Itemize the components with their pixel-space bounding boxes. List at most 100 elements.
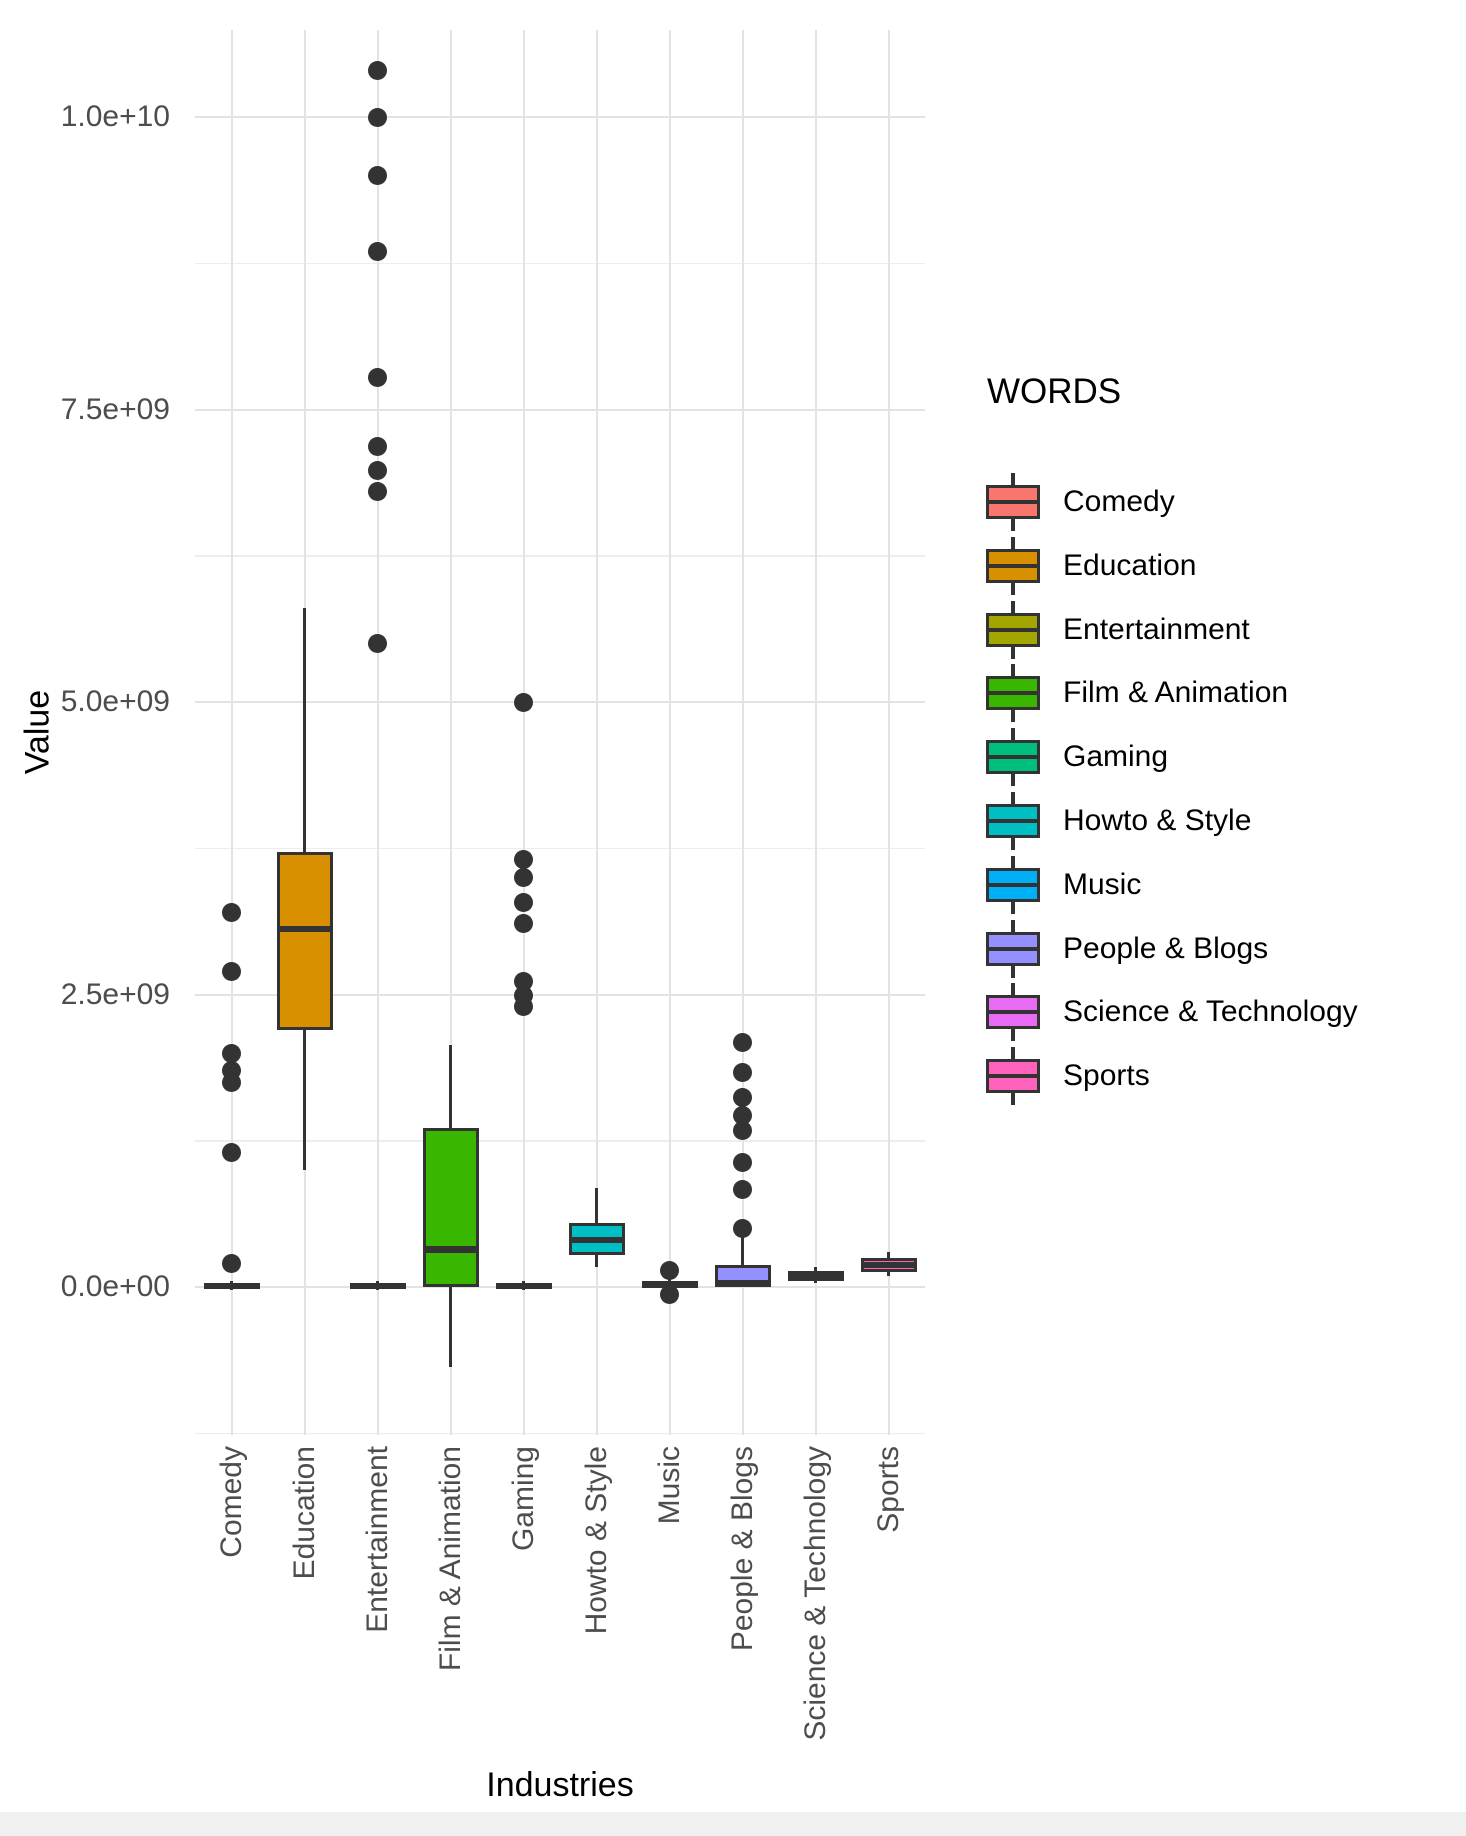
whisker-science-technology xyxy=(813,1281,818,1284)
gridline-vertical xyxy=(814,30,817,1435)
legend-item-entertainment: Entertainment xyxy=(985,600,1250,660)
gridline-vertical xyxy=(595,30,598,1435)
outlier-dot-gaming xyxy=(514,913,533,933)
gridline-vertical xyxy=(230,30,233,1435)
gridline-major xyxy=(195,993,925,996)
legend-key-boxplot-icon xyxy=(985,792,1041,850)
outlier-dot-entertainment xyxy=(368,242,387,262)
gridline-minor xyxy=(195,1432,925,1434)
outlier-dot-people-blogs xyxy=(733,1032,752,1052)
x-tick-label-howto-style: Howto & Style xyxy=(579,1446,613,1635)
legend-key-median-line xyxy=(986,500,1040,504)
legend-key-boxplot-icon xyxy=(985,473,1041,531)
outlier-dot-comedy xyxy=(222,1043,241,1063)
legend-key-median-line xyxy=(986,627,1040,632)
x-tick-label-education: Education xyxy=(287,1446,321,1580)
gridline-minor xyxy=(195,262,925,264)
y-tick-label-3: 2.5e+09 xyxy=(60,977,170,1011)
outlier-dot-comedy xyxy=(222,903,241,923)
x-tick-label-sports: Sports xyxy=(871,1446,905,1533)
x-tick-label-science-technology: Science & Technology xyxy=(798,1446,832,1741)
outlier-dot-comedy xyxy=(222,1254,241,1274)
y-tick-label-2: 5.0e+09 xyxy=(60,685,170,718)
outlier-dot-gaming xyxy=(514,986,533,1006)
gridline-vertical xyxy=(668,30,671,1435)
outlier-dot-gaming xyxy=(514,892,533,912)
whisker-education xyxy=(302,608,307,852)
gridline-major xyxy=(195,701,925,703)
median-education xyxy=(276,925,333,933)
median-film-animation xyxy=(422,1246,479,1253)
gridline-vertical xyxy=(376,30,379,1435)
legend-items: Comedy Education Entertainment Film & Anima… xyxy=(985,438,1358,1140)
whisker-film-animation xyxy=(448,1287,453,1367)
whisker-education xyxy=(302,1029,307,1170)
outlier-dot-people-blogs xyxy=(733,1120,752,1140)
legend-item-film-animation: Film & Animation xyxy=(985,663,1288,723)
legend-key-median-line xyxy=(986,946,1040,951)
median-howto-style xyxy=(568,1236,625,1244)
plot-panel xyxy=(195,30,925,1435)
box-film-animation xyxy=(422,1127,479,1287)
legend-key-median-line xyxy=(986,1010,1040,1015)
x-tick-label-film-animation: Film & Animation xyxy=(433,1446,467,1672)
outlier-dot-people-blogs xyxy=(733,1063,752,1083)
legend-item-science-technology: Science & Technology xyxy=(985,982,1358,1042)
gridline-minor xyxy=(195,1140,925,1142)
whisker-sports xyxy=(886,1271,891,1277)
legend-key-median-line xyxy=(986,819,1040,823)
legend-key-boxplot-icon xyxy=(985,600,1041,659)
legend-title: WORDS xyxy=(987,372,1122,411)
median-gaming xyxy=(495,1282,552,1290)
outlier-dot-entertainment xyxy=(368,437,387,457)
outlier-dot-entertainment xyxy=(368,107,387,127)
outlier-dot-comedy xyxy=(222,961,241,981)
legend-item-sports: Sports xyxy=(985,1046,1150,1106)
y-tick-label-4: 0.0e+00 xyxy=(60,1270,170,1303)
x-tick-label-music: Music xyxy=(652,1446,686,1525)
legend-item-gaming: Gaming xyxy=(985,727,1168,787)
legend-item-label: Gaming xyxy=(1063,740,1169,774)
gridline-vertical xyxy=(449,30,452,1435)
legend-item-howto-style: Howto & Style xyxy=(985,791,1251,851)
legend-item-label: Howto & Style xyxy=(1063,804,1252,837)
median-sports xyxy=(860,1261,917,1269)
whisker-howto-style xyxy=(594,1187,599,1223)
legend-key-boxplot-icon xyxy=(985,1047,1041,1106)
y-tick-label-1: 7.5e+09 xyxy=(60,392,170,426)
whisker-sports xyxy=(886,1251,891,1258)
outlier-dot-entertainment xyxy=(368,368,387,388)
gridline-minor xyxy=(195,847,925,849)
legend-key-boxplot-icon xyxy=(985,855,1041,914)
gridline-major xyxy=(195,116,925,118)
legend-item-label: Comedy xyxy=(1063,485,1175,518)
legend-item-comedy: Comedy xyxy=(985,472,1175,532)
legend-item-label: Education xyxy=(1063,548,1197,582)
outlier-dot-gaming xyxy=(514,972,533,992)
whisker-science-technology xyxy=(813,1267,818,1271)
median-people-blogs xyxy=(714,1280,771,1287)
gridline-minor xyxy=(195,555,925,557)
legend-key-median-line xyxy=(986,755,1040,760)
legend-item-label: Music xyxy=(1063,867,1142,901)
outlier-dot-people-blogs xyxy=(733,1087,752,1107)
gridline-vertical xyxy=(522,30,525,1435)
outlier-dot-entertainment xyxy=(368,481,387,501)
bottom-scrollbar xyxy=(0,1812,1466,1836)
legend: WORDS Comedy Education Entertainment Film &… xyxy=(985,372,1358,1140)
x-tick-label-gaming: Gaming xyxy=(506,1446,540,1552)
median-comedy xyxy=(203,1282,260,1290)
legend-key-boxplot-icon xyxy=(985,536,1041,595)
outlier-dot-comedy xyxy=(222,1142,241,1162)
legend-key-median-line xyxy=(986,882,1040,887)
gridline-vertical xyxy=(887,30,890,1435)
outlier-dot-music xyxy=(660,1261,679,1281)
outlier-dot-entertainment xyxy=(368,460,387,480)
legend-item-label: Entertainment xyxy=(1063,612,1250,646)
outlier-dot-entertainment xyxy=(368,60,387,80)
x-tick-label-people-blogs: People & Blogs xyxy=(725,1446,759,1652)
whisker-people-blogs xyxy=(740,1236,745,1265)
outlier-dot-gaming xyxy=(514,850,533,870)
outlier-dot-music xyxy=(660,1284,679,1304)
